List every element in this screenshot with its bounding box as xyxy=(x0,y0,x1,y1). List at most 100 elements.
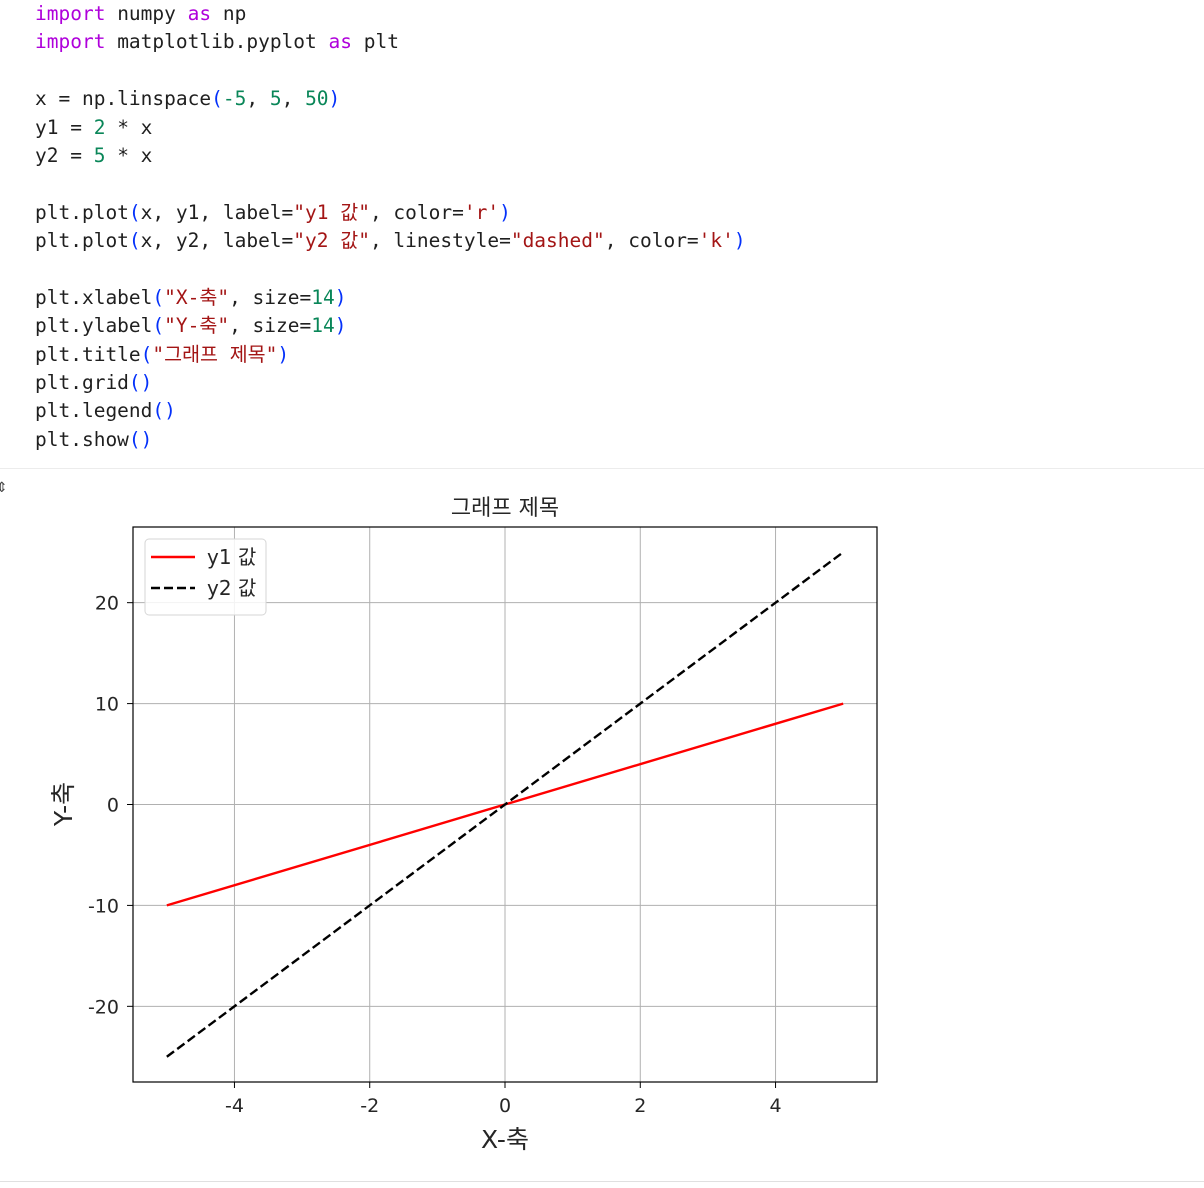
code-line xyxy=(35,57,746,85)
code-line: plt.xlabel("X-축", size=14) xyxy=(35,284,746,312)
code-token: * x xyxy=(105,143,153,167)
code-token: plt xyxy=(352,30,399,54)
code-token: , linestyle= xyxy=(369,229,511,253)
y-tick-label: -10 xyxy=(88,895,119,917)
code-token: ( xyxy=(128,200,141,224)
code-token: plt.plot xyxy=(35,200,129,224)
code-cell[interactable]: import numpy as np import matplotlib.pypl… xyxy=(0,0,1204,469)
code-token: ( xyxy=(128,229,141,253)
code-token: 5 xyxy=(93,143,106,167)
code-token: () xyxy=(128,371,153,395)
code-token: 'k' xyxy=(698,229,734,253)
code-token: , size= xyxy=(229,285,312,309)
x-tick-label: -4 xyxy=(225,1095,244,1117)
code-token: plt.grid xyxy=(35,371,129,395)
code-line: x = np.linspace(-5, 5, 50) xyxy=(35,85,746,113)
code-token: ) xyxy=(328,87,341,111)
y-ticks: -20 -10 0 10 20 xyxy=(88,593,133,1018)
code-token: as xyxy=(328,30,352,54)
legend-label-1: y1 값 xyxy=(207,545,256,569)
y-tick-label: 20 xyxy=(95,593,119,615)
code-line: plt.ylabel("Y-축", size=14) xyxy=(35,312,746,340)
code-token: "Y-축" xyxy=(164,314,230,338)
legend-label-2: y2 값 xyxy=(207,576,256,600)
code-token: ) xyxy=(499,200,511,224)
code-token: "y2 값" xyxy=(293,229,370,253)
code-line: plt.plot(x, y1, label="y1 값", color='r') xyxy=(35,199,746,227)
code-token: ) xyxy=(733,229,746,253)
legend: y1 값 y2 값 xyxy=(144,538,267,616)
code-token: "dashed" xyxy=(510,229,605,253)
code-token: "X-축" xyxy=(164,285,230,309)
code-token: ( xyxy=(140,342,153,366)
code-token: np xyxy=(211,2,247,25)
y-tick-label: -20 xyxy=(88,996,119,1018)
code-token: x, y2, label= xyxy=(140,229,294,253)
x-tick-label: 0 xyxy=(499,1095,511,1117)
code-line: plt.show() xyxy=(35,426,746,454)
code-token: 14 xyxy=(311,285,335,309)
code-token: as xyxy=(187,2,212,25)
code-token: "y1 값" xyxy=(293,200,370,224)
code-token: y2 = xyxy=(35,143,94,167)
code-token: () xyxy=(152,399,176,423)
code-token: plt.show xyxy=(35,427,129,451)
code-token: x, y1, label= xyxy=(140,200,294,224)
code-token: import xyxy=(35,30,106,54)
x-tick-label: 4 xyxy=(769,1095,781,1117)
code-token: plt.plot xyxy=(35,229,129,253)
code-token: , xyxy=(246,87,270,111)
output-area: ⇕ -4 -2 0 2 4 -20 -10 0 10 20 그래프 제목 X-축 Y-축 y1 … xyxy=(0,469,1204,1182)
code-line: import matplotlib.pyplot as plt xyxy=(35,28,746,56)
series-line-2 xyxy=(166,551,844,1058)
code-line xyxy=(35,256,746,284)
code-line: plt.title("그래프 제목") xyxy=(35,341,746,369)
code-token: y1 = xyxy=(35,115,94,139)
code-line: plt.grid() xyxy=(35,369,746,397)
y-tick-label: 10 xyxy=(95,694,119,716)
code-token: plt.title xyxy=(35,342,141,366)
code-line: plt.plot(x, y2, label="y2 값", linestyle=… xyxy=(35,227,746,255)
code-token: plt.ylabel xyxy=(35,314,153,338)
code-token: -5 xyxy=(222,87,247,111)
code-token: numpy xyxy=(105,2,188,25)
code-token: , xyxy=(281,87,306,111)
code-editor[interactable]: import numpy as np import matplotlib.pypl… xyxy=(35,0,746,454)
code-token: , color= xyxy=(369,200,464,224)
y-axis-label: Y-축 xyxy=(49,782,78,827)
code-line: y1 = 2 * x xyxy=(35,114,746,142)
code-token: , color= xyxy=(604,229,699,253)
code-token: "그래프 제목" xyxy=(152,342,278,366)
code-token: matplotlib.pyplot xyxy=(105,30,329,54)
code-token: 14 xyxy=(311,314,335,338)
x-tick-label: -2 xyxy=(360,1095,379,1117)
x-axis-label: X-축 xyxy=(481,1125,529,1154)
code-token: ( xyxy=(211,87,223,111)
code-token: import xyxy=(35,2,106,25)
series-group xyxy=(166,551,844,1058)
code-token: ( xyxy=(152,314,165,338)
x-tick-label: 2 xyxy=(634,1095,646,1117)
code-token: ( xyxy=(152,285,165,309)
code-token: plt.legend xyxy=(35,399,153,423)
y-tick-label: 0 xyxy=(107,795,119,817)
code-line: import numpy as np xyxy=(35,0,746,28)
code-line xyxy=(35,170,746,198)
code-token: 2 xyxy=(93,115,106,139)
code-token: * x xyxy=(105,115,153,139)
code-token: x = np.linspace xyxy=(35,87,212,111)
x-ticks: -4 -2 0 2 4 xyxy=(225,1082,782,1117)
code-token: ) xyxy=(334,314,347,338)
code-token: plt.xlabel xyxy=(35,285,153,309)
code-line: y2 = 5 * x xyxy=(35,142,746,170)
code-token: , size= xyxy=(229,314,312,338)
code-token: 'r' xyxy=(463,200,500,224)
code-token: () xyxy=(128,427,153,451)
chart-title: 그래프 제목 xyxy=(451,496,559,521)
code-token: 50 xyxy=(305,87,329,111)
code-token: ) xyxy=(277,342,290,366)
code-token: ) xyxy=(334,285,347,309)
output-toggle-icon[interactable]: ⇕ xyxy=(0,480,8,496)
code-token: 5 xyxy=(269,87,282,111)
